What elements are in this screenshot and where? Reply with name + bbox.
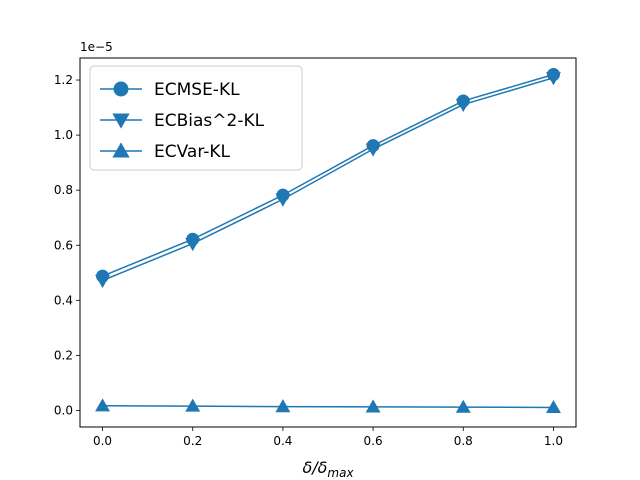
x-tick-label: 1.0 — [544, 434, 563, 448]
data-point — [455, 399, 471, 413]
series-layer — [95, 68, 561, 414]
y-tick-label: 0.0 — [54, 403, 73, 417]
x-axis-label-subscript: max — [327, 466, 354, 480]
data-point — [545, 72, 561, 86]
y-tick-label: 1.2 — [54, 73, 73, 87]
series-ecvar-kl — [95, 398, 561, 414]
data-point — [545, 399, 561, 414]
y-axis: 0.0 0.2 0.4 0.6 0.8 1.0 1.2 — [54, 73, 80, 417]
y-tick-label: 0.4 — [54, 293, 73, 307]
data-point — [275, 399, 291, 413]
legend: ECMSE-KL ECBias^2-KL ECVar-KL — [89, 65, 303, 171]
x-tick-label: 0.2 — [183, 434, 202, 448]
series-line — [102, 405, 554, 409]
x-tick-label: 0.8 — [454, 434, 473, 448]
legend-entry: ECBias^2-KL — [100, 111, 265, 131]
data-point — [185, 398, 201, 412]
series-line — [102, 77, 554, 282]
x-axis-label: δ/δmax — [302, 458, 354, 480]
y-offset-label: 1e−5 — [80, 40, 113, 54]
data-point — [185, 237, 201, 252]
legend-marker — [113, 81, 129, 97]
legend-marker — [112, 142, 130, 158]
axes-frame — [79, 57, 577, 428]
y-tick-label: 0.8 — [54, 183, 73, 197]
x-tick-label: 0.6 — [364, 434, 383, 448]
data-point — [365, 399, 381, 413]
data-point — [95, 398, 111, 412]
series-ecbias-2-kl — [95, 72, 561, 288]
legend-marker — [112, 113, 130, 129]
x-tick-label: 0.4 — [273, 434, 292, 448]
data-point — [455, 98, 471, 113]
legend-label: ECBias^2-KL — [154, 111, 265, 131]
data-point — [365, 143, 381, 157]
y-tick-label: 0.6 — [54, 238, 73, 252]
legend-label: ECMSE-KL — [154, 80, 240, 100]
legend-entry: ECMSE-KL — [100, 80, 240, 100]
y-tick-label: 1.0 — [54, 128, 73, 142]
series-line — [102, 73, 554, 277]
legend-box — [89, 65, 303, 171]
x-axis-label-main: δ/δ — [302, 458, 327, 477]
x-axis: 0.0 0.2 0.4 0.6 0.8 1.0 — [93, 427, 563, 448]
data-point — [275, 193, 291, 207]
data-point — [95, 274, 111, 288]
x-tick-label: 0.0 — [93, 434, 112, 448]
legend-label: ECVar-KL — [154, 142, 231, 162]
y-tick-label: 0.2 — [54, 348, 73, 362]
legend-entry: ECVar-KL — [100, 142, 231, 162]
